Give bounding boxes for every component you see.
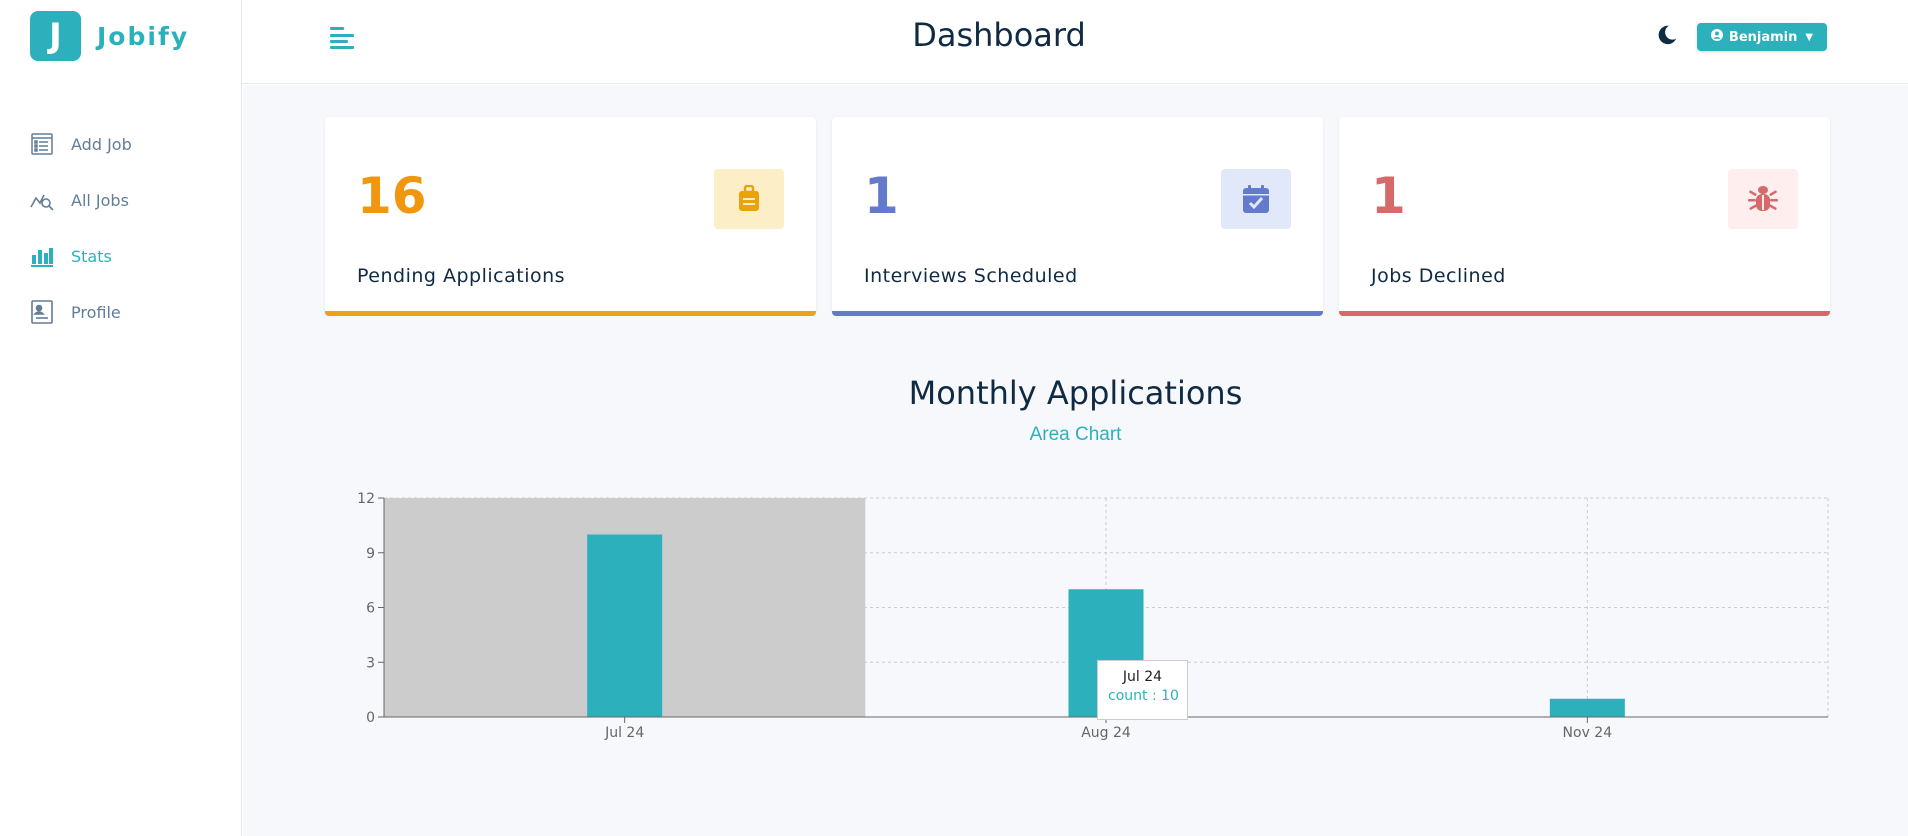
- user-name: Benjamin: [1728, 29, 1798, 45]
- sidebar-item-stats[interactable]: Stats: [0, 228, 241, 284]
- stat-count: 16: [357, 167, 427, 225]
- y-tick-label: 3: [366, 655, 375, 671]
- tooltip-value: count : 10: [1108, 688, 1179, 704]
- x-tick-label: Jul 24: [604, 725, 644, 741]
- sidebar-toggle-icon[interactable]: [328, 24, 356, 52]
- user-menu-button[interactable]: Benjamin ▼: [1697, 23, 1827, 51]
- calendar-check-icon: [1221, 169, 1291, 229]
- stat-count: 1: [1371, 167, 1406, 225]
- chart-bar: [587, 534, 663, 717]
- y-tick-label: 12: [357, 491, 375, 507]
- briefcase-icon: [714, 169, 784, 229]
- main-content: 16 Pending Applications 1 Interviews Sch…: [243, 85, 1908, 836]
- y-tick-label: 0: [366, 710, 375, 726]
- sidebar-item-add-job[interactable]: Add Job: [0, 116, 241, 172]
- all-jobs-icon: [30, 188, 54, 212]
- stat-card-accent-bar: [1339, 311, 1830, 316]
- sidebar-item-label: Stats: [71, 246, 112, 266]
- chart-bar: [1549, 698, 1625, 717]
- stat-card-pending: 16 Pending Applications: [325, 117, 816, 316]
- stat-label: Pending Applications: [357, 265, 566, 287]
- sidebar-item-all-jobs[interactable]: All Jobs: [0, 172, 241, 228]
- x-tick-label: Nov 24: [1563, 725, 1613, 741]
- tooltip-label: Jul 24: [1122, 669, 1163, 685]
- bug-icon: [1728, 169, 1798, 229]
- stat-label: Interviews Scheduled: [864, 265, 1078, 287]
- moon-icon[interactable]: [1656, 24, 1680, 48]
- stat-count: 1: [864, 167, 899, 225]
- y-tick-label: 9: [366, 546, 375, 562]
- stat-card-accent-bar: [832, 311, 1323, 316]
- logo[interactable]: J Jobify: [30, 11, 189, 61]
- logo-text: Jobify: [97, 21, 190, 51]
- y-tick-label: 6: [366, 601, 375, 617]
- chart-tooltip: Jul 24 count : 10: [1097, 660, 1188, 720]
- x-tick-label: Aug 24: [1081, 725, 1131, 741]
- sidebar: J Jobify Add Job: [0, 0, 242, 836]
- stat-label: Jobs Declined: [1371, 265, 1506, 287]
- profile-icon: [30, 300, 54, 324]
- chevron-down-icon: ▼: [1805, 31, 1814, 43]
- top-navbar: Dashboard Benjamin ▼: [242, 0, 1908, 84]
- chart-type-toggle[interactable]: Area Chart: [1029, 424, 1122, 445]
- sidebar-nav: Add Job All Jobs: [0, 116, 241, 340]
- monthly-applications-chart[interactable]: 0 3 6 9 12 Jul 24 Aug 24 Nov 24: [243, 85, 1908, 836]
- sidebar-item-label: All Jobs: [71, 190, 129, 210]
- chart-title: Monthly Applications: [908, 374, 1243, 412]
- add-job-icon: [30, 132, 54, 156]
- stat-card-declined: 1 Jobs Declined: [1339, 117, 1830, 316]
- logo-mark: J: [30, 11, 81, 61]
- sidebar-item-profile[interactable]: Profile: [0, 284, 241, 340]
- sidebar-item-label: Add Job: [71, 134, 132, 154]
- stat-card-interviews: 1 Interviews Scheduled: [832, 117, 1323, 316]
- sidebar-item-label: Profile: [71, 302, 121, 322]
- stats-icon: [30, 244, 54, 268]
- user-circle-icon: [1710, 29, 1723, 45]
- page-title: Dashboard: [912, 16, 1086, 54]
- stat-card-accent-bar: [325, 311, 816, 316]
